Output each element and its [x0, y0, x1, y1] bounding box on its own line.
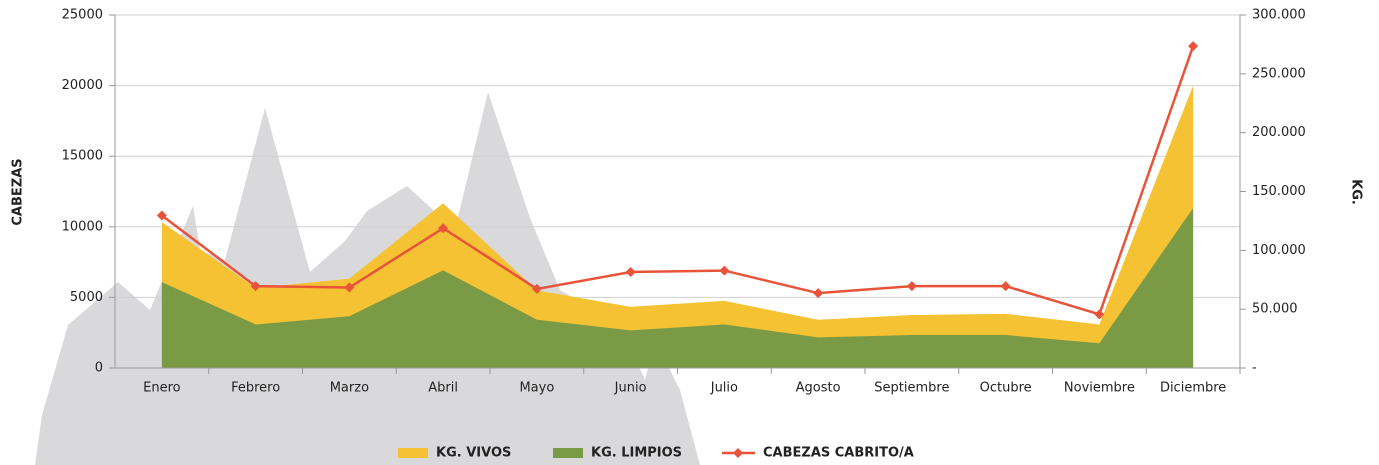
y2-tick-label: 150.000 [1252, 184, 1306, 199]
marker [438, 223, 449, 234]
marker [156, 210, 167, 221]
marker [719, 265, 730, 276]
legend-label: CABEZAS CABRITO/A [763, 446, 914, 461]
y2-tick-label: 50.000 [1252, 302, 1298, 317]
x-tick-label: Agosto [796, 381, 841, 396]
y2-tick-label: 200.000 [1252, 125, 1306, 140]
legend-swatch [733, 448, 743, 458]
y-tick-label: 0 [95, 361, 103, 376]
marker [1188, 41, 1199, 52]
legend-swatch [398, 448, 428, 458]
x-tick-label: Octubre [980, 381, 1032, 396]
x-tick-label: Noviembre [1064, 381, 1135, 396]
legend-label: KG. VIVOS [436, 446, 511, 461]
y-tick-label: 10000 [62, 219, 103, 234]
x-tick-label: Junio [614, 381, 647, 396]
line [161, 45, 1195, 316]
legend-swatch [553, 448, 583, 458]
y2-tick-label: 100.000 [1252, 243, 1306, 258]
x-tick-label: Enero [143, 381, 181, 396]
marker [1000, 281, 1011, 292]
x-tick-label: Febrero [231, 381, 280, 396]
y-axis-label: CABEZAS [11, 158, 26, 225]
marker [1094, 309, 1105, 320]
marker [813, 288, 824, 299]
y2-tick-label: 250.000 [1252, 66, 1306, 81]
x-tick-label: Diciembre [1160, 381, 1226, 396]
x-tick-label: Abril [428, 381, 458, 396]
x-tick-label: Marzo [330, 381, 369, 396]
x-tick-label: Mayo [519, 381, 554, 396]
legend-label: KG. LIMPIOS [591, 446, 682, 461]
x-tick-label: Julio [710, 381, 738, 396]
y-tick-label: 5000 [70, 290, 103, 305]
y2-tick-label: 300.000 [1252, 8, 1306, 23]
y2-tick-label: - [1252, 361, 1257, 376]
x-tick-label: Septiembre [874, 381, 949, 396]
marker [344, 282, 355, 293]
marker [906, 281, 917, 292]
marker [531, 283, 542, 294]
area [161, 207, 1194, 368]
y-tick-label: 20000 [62, 78, 103, 93]
y-tick-label: 25000 [62, 8, 103, 23]
y-tick-label: 15000 [62, 149, 103, 164]
y2-axis-label: KG. [1349, 179, 1364, 205]
marker [250, 281, 261, 292]
marker [625, 266, 636, 277]
